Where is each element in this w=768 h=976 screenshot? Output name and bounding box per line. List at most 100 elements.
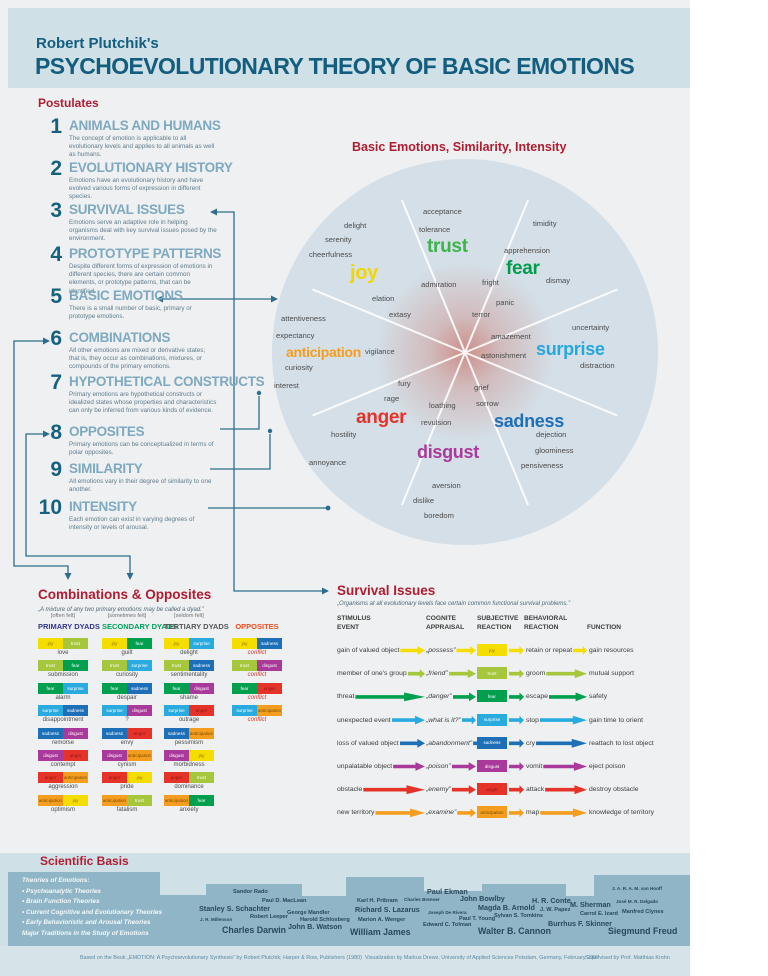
dyad-result-label: anxiety bbox=[179, 806, 199, 813]
survival-behavior: retain or repeat bbox=[526, 647, 573, 654]
survival-emotion-chip: sadness bbox=[477, 736, 507, 749]
survival-behavior-cell: cry bbox=[526, 737, 588, 750]
wheel-basic-emotion-label: fear bbox=[506, 258, 540, 279]
wheel-word-label: terror bbox=[472, 310, 491, 319]
scientist-name: H. R. Conte bbox=[532, 896, 571, 905]
scientist-name: J. R. Millenson bbox=[200, 917, 233, 922]
postulate-title: COMBINATIONS bbox=[69, 330, 171, 345]
wheel-word-label: distraction bbox=[580, 361, 615, 370]
flow-arrow-icon bbox=[509, 808, 524, 818]
dyad-result-label: conflict bbox=[247, 694, 267, 701]
survival-row: unpalatable object „poison” disgust vomit ej… bbox=[337, 760, 690, 773]
survival-behavior-cell: retain or repeat bbox=[526, 644, 588, 657]
flow-arrow-icon bbox=[509, 785, 524, 795]
dyad-emotion-chip: anticipation bbox=[102, 794, 127, 806]
dyad-emotion-chip: surprise bbox=[189, 638, 214, 649]
survival-stimulus: member of one's group bbox=[337, 670, 407, 678]
dyad-rows: joy surprise delight trust sadness sentimenta… bbox=[164, 638, 214, 817]
survival-column-header: STIMULUS EVENT bbox=[337, 615, 371, 631]
arrow-down-icon bbox=[64, 573, 72, 580]
postulate-desc: All emotions vary in their degree of sim… bbox=[69, 478, 212, 494]
dyad-result-label: aggression bbox=[48, 784, 78, 791]
skyline-block bbox=[424, 891, 482, 946]
survival-stimulus-cell: unexpected event bbox=[337, 714, 426, 727]
survival-function: destroy obstacle bbox=[589, 786, 639, 794]
survival-row: loss of valued object „abandonment” sadnes… bbox=[337, 736, 690, 750]
survival-row: obstacle „enemy” anger attack destroy obstac… bbox=[337, 783, 690, 796]
dyad-emotion-chip: trust bbox=[63, 638, 88, 649]
dyad-row: trust sadness sentimentality bbox=[164, 660, 214, 682]
dyad-row: trust disgust conflict bbox=[232, 660, 282, 682]
dyad-row: fear surprise alarm bbox=[38, 682, 88, 705]
wheel-word-label: uncertainty bbox=[572, 323, 610, 332]
postulate-number: 6 bbox=[50, 327, 62, 350]
dyad-pair: joy surprise bbox=[164, 638, 214, 649]
scientist-name: Paul Ekman bbox=[427, 887, 468, 896]
skyline-block bbox=[206, 884, 302, 946]
endpoint-dot-icon bbox=[325, 505, 331, 511]
survival-appraisal-cell: „danger” bbox=[426, 690, 477, 703]
dyad-emotion-chip: disgust bbox=[102, 749, 127, 761]
dyad-emotion-chip: sadness bbox=[164, 727, 189, 739]
postulate-title: INTENSITY bbox=[69, 499, 137, 514]
dyad-emotion-chip: anger bbox=[127, 727, 152, 739]
scientist-name: John B. Watson bbox=[288, 922, 343, 931]
dyad-row: disgust anger contempt bbox=[38, 749, 88, 772]
flow-arrow-icon bbox=[509, 762, 524, 771]
survival-stimulus: gain of valued object bbox=[337, 647, 400, 654]
survival-emotion-chip: trust bbox=[477, 667, 507, 680]
scientist-name: Charles Darwin bbox=[222, 925, 287, 935]
survival-behavior-cell: escape bbox=[526, 690, 588, 703]
dyad-result-label: envy bbox=[120, 739, 134, 746]
survival-row: unexpected event „what is it?” surprise sto… bbox=[337, 713, 690, 727]
flow-arrow-icon bbox=[391, 715, 425, 725]
survival-appraisal: „what is it?” bbox=[426, 716, 461, 724]
wheel-word-label: cheerfulness bbox=[309, 250, 353, 259]
scientist-name: Edward C. Tolman bbox=[423, 922, 472, 928]
postulate-item: 3 SURVIVAL ISSUES Emotions serve an adapti… bbox=[30, 200, 217, 244]
dyad-pair: surprise sadness bbox=[38, 705, 88, 717]
theories-line: • Early Behavioristic and Arousal Theori… bbox=[22, 919, 151, 927]
dyad-result-label: pessimism bbox=[174, 739, 204, 746]
dyad-pair: anticipation joy bbox=[38, 794, 88, 806]
dyad-emotion-chip: fear bbox=[102, 682, 127, 694]
survival-arrow-cell bbox=[508, 760, 525, 773]
survival-stimulus: new territory bbox=[337, 809, 375, 817]
wheel-word-label: vigilance bbox=[365, 347, 395, 356]
dyad-rows: joy sadness conflict trust disgust conflict fe… bbox=[232, 638, 282, 728]
flow-arrow-icon bbox=[400, 646, 425, 655]
flow-arrow-icon bbox=[448, 669, 476, 679]
dyad-emotion-chip: trust bbox=[232, 660, 257, 672]
dyad-row: anger trust dominance bbox=[164, 772, 214, 794]
survival-appraisal-cell: „friend” bbox=[426, 667, 477, 680]
dyad-emotion-chip: joy bbox=[127, 772, 152, 784]
flow-arrow-icon bbox=[355, 692, 425, 702]
postulates-heading: Postulates bbox=[38, 96, 99, 110]
wheel-word-label: tolerance bbox=[419, 225, 451, 234]
dyad-emotion-chip: joy bbox=[164, 638, 189, 649]
dyad-row: anticipation joy optimism bbox=[38, 794, 88, 817]
dyad-emotion-chip: trust bbox=[38, 660, 63, 672]
dyad-row: sadness disgust remorse bbox=[38, 727, 88, 750]
dyad-result-label: dominance bbox=[174, 784, 204, 791]
wheel-word-label: serenity bbox=[325, 235, 352, 244]
survival-behavior: cry bbox=[526, 739, 536, 747]
postulate-number: 8 bbox=[50, 421, 62, 444]
dyad-row: trust fear submission bbox=[38, 660, 88, 682]
survival-stimulus: loss of valued object bbox=[337, 739, 399, 747]
flow-arrow-icon bbox=[452, 692, 476, 702]
survival-arrow-cell bbox=[508, 783, 525, 796]
dyad-emotion-chip: surprise bbox=[164, 705, 189, 717]
dyad-result-label: conflict bbox=[247, 717, 267, 724]
postulate-title: EVOLUTIONARY HISTORY bbox=[69, 160, 233, 175]
wheel-word-label: revulsion bbox=[421, 418, 452, 427]
survival-behavior: stop bbox=[526, 716, 539, 724]
poster-author: Robert Plutchik's bbox=[36, 35, 159, 52]
flow-arrow-icon bbox=[540, 808, 587, 818]
postulate-desc: Emotions serve an adaptive role in helpi… bbox=[69, 219, 217, 243]
postulate-item: 7 HYPOTHETICAL CONSTRUCTS Primary emotions… bbox=[30, 372, 264, 416]
flow-arrow-icon bbox=[546, 669, 587, 679]
skyline-block bbox=[594, 875, 690, 946]
survival-function: reattach to lost object bbox=[589, 739, 654, 747]
dyad-emotion-chip: surprise bbox=[232, 705, 257, 717]
